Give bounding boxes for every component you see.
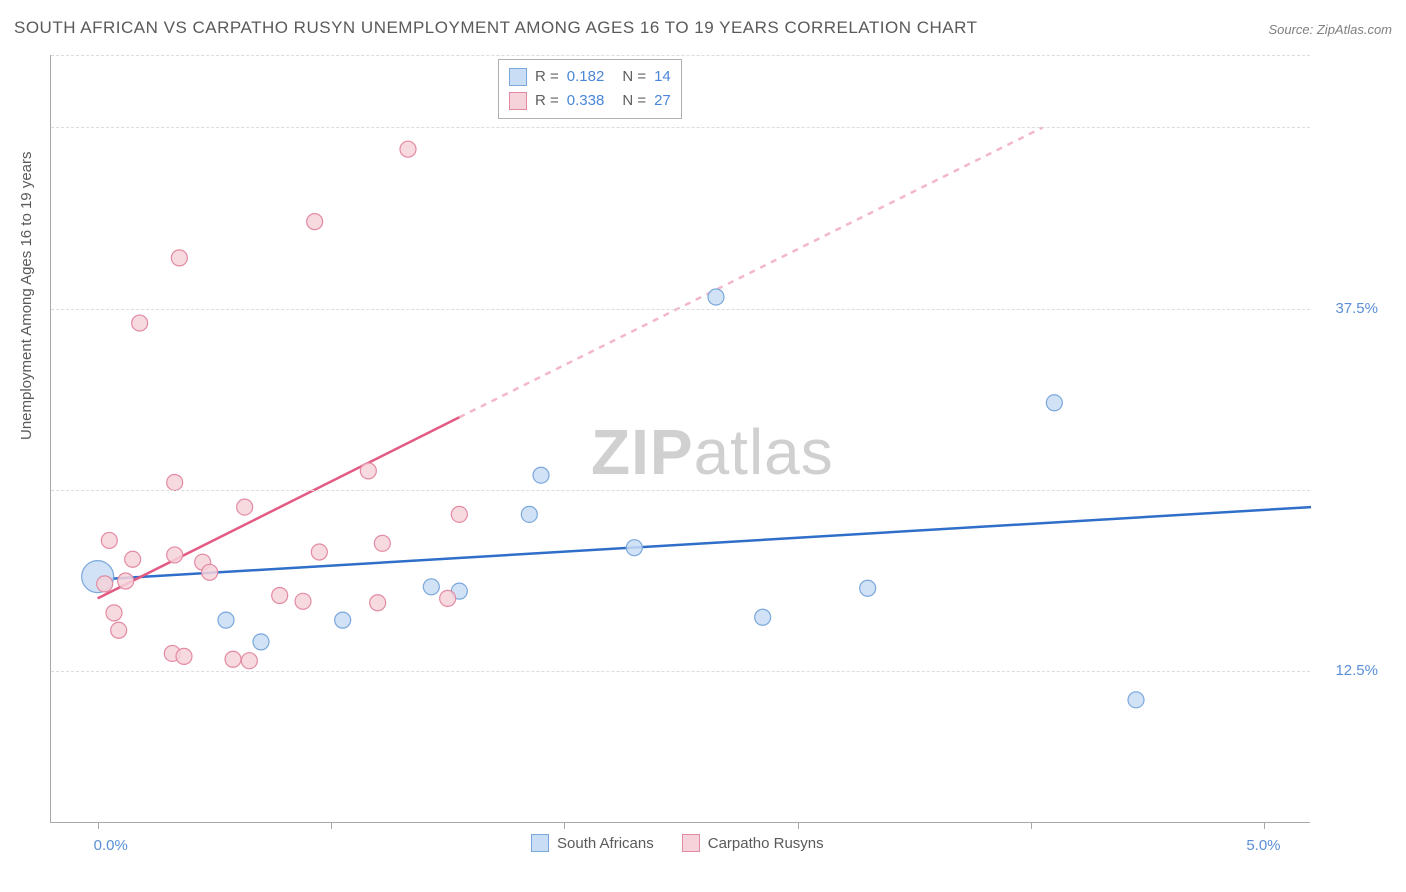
y-tick-label: 12.5% [1335, 662, 1378, 679]
data-point [272, 587, 288, 603]
stats-box: R = 0.182 N = 14 R = 0.338 N = 27 [498, 59, 682, 119]
data-point [241, 653, 257, 669]
data-point [97, 576, 113, 592]
y-tick-label: 37.5% [1335, 300, 1378, 317]
data-point [101, 532, 117, 548]
data-point [860, 580, 876, 596]
plot-area: ZIPatlas R =0.182N =14R =0.338N =27 Sout… [50, 55, 1310, 823]
data-point [451, 506, 467, 522]
gridline [51, 55, 1310, 56]
data-point [1046, 395, 1062, 411]
data-point [521, 506, 537, 522]
data-point [237, 499, 253, 515]
chart-title: SOUTH AFRICAN VS CARPATHO RUSYN UNEMPLOY… [14, 18, 977, 38]
data-point [1128, 692, 1144, 708]
data-point [370, 595, 386, 611]
x-tick [331, 822, 332, 829]
n-label: N = [622, 89, 646, 113]
data-point [440, 590, 456, 606]
data-point [335, 612, 351, 628]
legend-item: Carpatho Rusyns [682, 834, 824, 852]
x-tick [1264, 822, 1265, 829]
data-point [118, 573, 134, 589]
legend-swatch [531, 834, 549, 852]
x-tick [798, 822, 799, 829]
data-point [218, 612, 234, 628]
r-value: 0.182 [567, 65, 605, 89]
data-point [400, 141, 416, 157]
data-point [311, 544, 327, 560]
data-point [423, 579, 439, 595]
legend-swatch [509, 68, 527, 86]
data-point [167, 547, 183, 563]
gridline [51, 127, 1310, 128]
data-point [106, 605, 122, 621]
data-point [176, 648, 192, 664]
data-point [307, 214, 323, 230]
n-value: 14 [654, 65, 671, 89]
data-point [132, 315, 148, 331]
n-label: N = [622, 65, 646, 89]
data-point [253, 634, 269, 650]
data-point [125, 551, 141, 567]
legend-label: South Africans [557, 835, 654, 852]
r-value: 0.338 [567, 89, 605, 113]
data-point [626, 540, 642, 556]
r-label: R = [535, 89, 559, 113]
stats-row: R = 0.338 N = 27 [509, 89, 671, 113]
trend-line-dashed [459, 127, 1042, 417]
data-point [225, 651, 241, 667]
gridline [51, 309, 1310, 310]
data-point [708, 289, 724, 305]
x-tick [1031, 822, 1032, 829]
r-label: R = [535, 65, 559, 89]
legend-item: South Africans [531, 834, 654, 852]
legend-swatch [509, 92, 527, 110]
source-label: Source: ZipAtlas.com [1268, 22, 1392, 37]
data-point [374, 535, 390, 551]
data-point [533, 467, 549, 483]
x-tick-label: 0.0% [94, 837, 128, 854]
x-tick [564, 822, 565, 829]
data-point [295, 593, 311, 609]
data-point [755, 609, 771, 625]
x-tick [98, 822, 99, 829]
data-point [171, 250, 187, 266]
data-point [167, 474, 183, 490]
y-axis-title: Unemployment Among Ages 16 to 19 years [18, 151, 35, 440]
chart-svg [51, 55, 1310, 822]
legend-swatch [682, 834, 700, 852]
legend-label: Carpatho Rusyns [708, 835, 824, 852]
gridline [51, 671, 1310, 672]
x-tick-label: 5.0% [1246, 837, 1280, 854]
stats-row: R = 0.182 N = 14 [509, 65, 671, 89]
trend-line [98, 507, 1311, 579]
data-point [111, 622, 127, 638]
trend-line [98, 417, 460, 598]
data-point [202, 564, 218, 580]
n-value: 27 [654, 89, 671, 113]
data-point [360, 463, 376, 479]
gridline [51, 490, 1310, 491]
bottom-legend: South Africans Carpatho Rusyns [531, 834, 824, 852]
